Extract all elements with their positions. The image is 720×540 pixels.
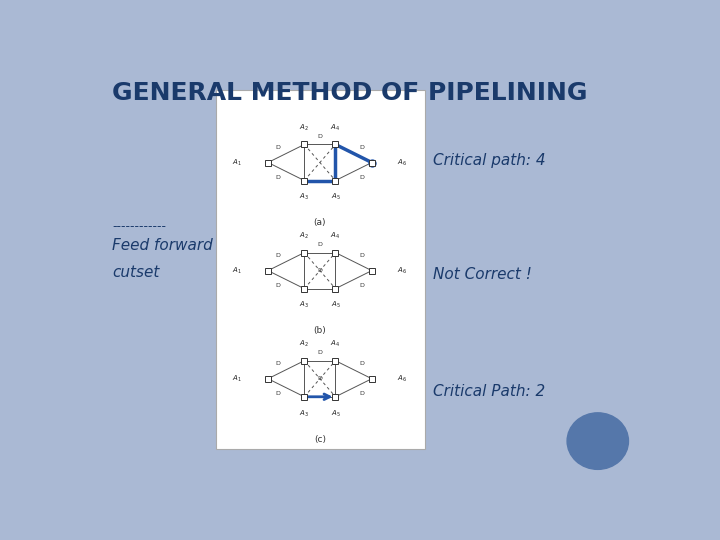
Text: $A_6$: $A_6$	[397, 266, 408, 276]
Text: D: D	[275, 392, 280, 396]
Text: cutset: cutset	[112, 265, 160, 280]
Text: $A_6$: $A_6$	[397, 158, 408, 167]
Text: GENERAL METHOD OF PIPELINING: GENERAL METHOD OF PIPELINING	[112, 82, 588, 105]
Text: D: D	[359, 392, 364, 396]
Text: $A_1$: $A_1$	[233, 374, 242, 384]
Text: $A_4$: $A_4$	[330, 339, 341, 349]
Text: $A_2$: $A_2$	[300, 123, 309, 133]
Text: D: D	[359, 145, 364, 150]
Text: (a): (a)	[314, 218, 326, 227]
Text: D: D	[275, 253, 280, 258]
Text: D: D	[318, 268, 323, 273]
Text: D: D	[359, 284, 364, 288]
Text: $A_5$: $A_5$	[330, 192, 341, 202]
Text: Critical Path: 2: Critical Path: 2	[433, 384, 546, 399]
Text: D: D	[275, 361, 280, 366]
Text: $A_2$: $A_2$	[300, 339, 309, 349]
FancyBboxPatch shape	[215, 90, 425, 449]
Text: D: D	[318, 350, 323, 355]
Text: $A_4$: $A_4$	[330, 231, 341, 241]
Text: D: D	[318, 134, 323, 139]
Text: $A_1$: $A_1$	[233, 266, 242, 276]
Text: $A_1$: $A_1$	[233, 158, 242, 167]
Text: Not Correct !: Not Correct !	[433, 267, 532, 282]
Text: $A_6$: $A_6$	[397, 374, 408, 384]
Text: Feed forward: Feed forward	[112, 238, 213, 253]
Text: D: D	[359, 176, 364, 180]
Text: ------------: ------------	[112, 220, 166, 233]
Text: $A_3$: $A_3$	[300, 408, 310, 418]
Text: D: D	[318, 242, 323, 247]
Text: $A_3$: $A_3$	[300, 300, 310, 310]
Text: (c): (c)	[314, 435, 326, 443]
Text: D: D	[318, 376, 323, 381]
Text: (b): (b)	[313, 326, 326, 335]
Text: $A_5$: $A_5$	[330, 300, 341, 310]
Text: D: D	[275, 176, 280, 180]
Text: D: D	[275, 145, 280, 150]
Text: $A_5$: $A_5$	[330, 408, 341, 418]
Text: $A_3$: $A_3$	[300, 192, 310, 202]
Text: $A_4$: $A_4$	[330, 123, 341, 133]
Text: $A_2$: $A_2$	[300, 231, 309, 241]
Text: D: D	[359, 253, 364, 258]
Text: Critical path: 4: Critical path: 4	[433, 153, 546, 168]
Text: D: D	[275, 284, 280, 288]
Ellipse shape	[567, 413, 629, 469]
Text: D: D	[359, 361, 364, 366]
